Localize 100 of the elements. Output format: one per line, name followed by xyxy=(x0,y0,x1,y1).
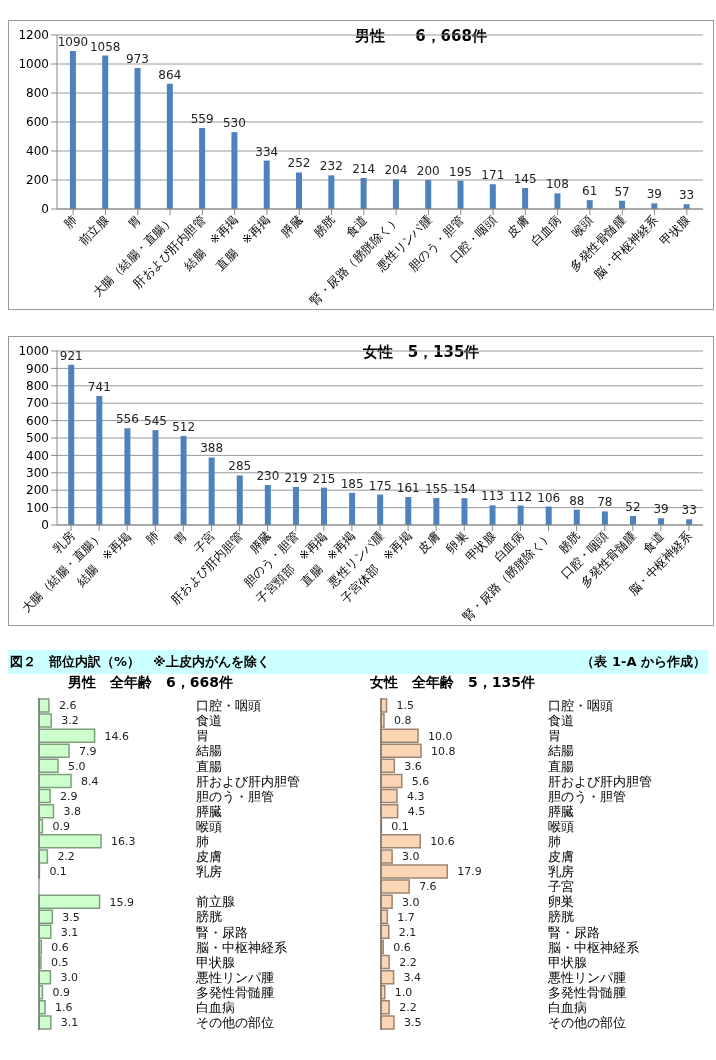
y-tick-label: 脳・中枢神経系 xyxy=(196,939,287,955)
x-tick-label: 皮膚 xyxy=(504,213,532,241)
data-label: 113 xyxy=(481,489,504,504)
data-label: 545 xyxy=(144,414,167,429)
y-tick-label: 食道 xyxy=(196,713,222,729)
data-label: 185 xyxy=(340,476,364,491)
y-tick-label: 0 xyxy=(41,518,49,533)
y-tick-label: 口腔・咽頭 xyxy=(196,698,261,714)
y-tick-label: 200 xyxy=(26,173,49,188)
y-tick-label: 800 xyxy=(26,379,49,394)
y-tick-label: 1000 xyxy=(18,344,49,359)
data-label: 33 xyxy=(678,188,695,203)
data-label: 16.3 xyxy=(111,835,136,849)
y-tick-label: 卵巣 xyxy=(548,894,574,910)
data-label: 388 xyxy=(200,441,224,456)
data-label: 1058 xyxy=(89,39,121,54)
y-tick-label: 腎・尿路 xyxy=(196,924,248,940)
data-label: 17.9 xyxy=(457,865,482,879)
data-label: 1.5 xyxy=(396,699,415,713)
y-tick-label: 膵臓 xyxy=(196,803,222,819)
y-tick-label: 多発性骨髄腫 xyxy=(196,984,274,1000)
x-tick-label: 胃 xyxy=(125,213,144,232)
text: 図２ 部位内訳（%） ※上皮内がんを除く xyxy=(10,653,270,671)
data-label: 921 xyxy=(59,348,83,363)
data-label: 1.0 xyxy=(394,986,413,1000)
data-label: 10.0 xyxy=(428,729,453,743)
data-label: 214 xyxy=(352,161,376,176)
data-label: 2.9 xyxy=(60,789,78,803)
y-tick-label: 直腸 xyxy=(196,758,222,774)
x-tick-label: 膵臓 xyxy=(278,213,306,241)
y-tick-label: 胃 xyxy=(196,728,209,744)
data-label: 175 xyxy=(368,478,392,493)
y-tick-label: その他の部位 xyxy=(548,1015,626,1031)
data-label: 3.5 xyxy=(62,910,80,924)
x-tick-label: 甲状腺 xyxy=(657,213,693,249)
data-label: 3.1 xyxy=(60,1016,79,1030)
data-label: 200 xyxy=(416,164,440,178)
data-label: 0.9 xyxy=(52,986,70,1000)
y-tick-label: 白血病 xyxy=(196,999,235,1015)
data-label: 3.6 xyxy=(404,759,422,773)
data-label: 252 xyxy=(287,156,311,171)
y-tick-label: 300 xyxy=(26,466,49,481)
data-label: 1.7 xyxy=(397,910,415,924)
y-tick-label: 口腔・咽頭 xyxy=(548,698,613,714)
data-label: 973 xyxy=(126,51,149,66)
y-tick-label: 膀胱 xyxy=(196,909,222,925)
data-label: 512 xyxy=(172,419,196,434)
data-label: 155 xyxy=(424,482,448,497)
y-tick-label: 600 xyxy=(26,413,49,428)
data-label: 14.6 xyxy=(104,729,130,743)
data-label: 2.1 xyxy=(398,925,417,939)
y-tick-label: 皮膚 xyxy=(196,849,222,865)
data-label: 0.6 xyxy=(393,940,411,954)
y-tick-label: 喉頭 xyxy=(196,818,222,834)
data-label: 0.1 xyxy=(49,865,67,879)
y-tick-label: 悪性リンパ腫 xyxy=(547,969,626,985)
y-tick-label: 胆のう・胆管 xyxy=(548,788,626,804)
data-label: 7.6 xyxy=(419,880,437,894)
data-label: 556 xyxy=(115,412,139,427)
data-label: 285 xyxy=(228,459,252,474)
data-label: 154 xyxy=(453,482,476,497)
data-label: 1.6 xyxy=(55,1001,73,1015)
data-label: 61 xyxy=(582,184,598,199)
data-label: 204 xyxy=(384,163,408,178)
data-label: 4.3 xyxy=(406,789,425,803)
data-label: 171 xyxy=(481,168,505,183)
data-label: 4.5 xyxy=(407,805,426,819)
data-label: 2.2 xyxy=(57,850,75,864)
data-label: 0.5 xyxy=(50,955,69,969)
data-label: 57 xyxy=(614,184,630,199)
y-tick-label: 腎・尿路 xyxy=(548,924,600,940)
data-label: 864 xyxy=(158,67,182,82)
data-label: 0.9 xyxy=(52,820,70,834)
data-label: 3.1 xyxy=(60,925,79,939)
data-label: 3.0 xyxy=(60,971,78,985)
y-tick-label: 600 xyxy=(26,115,49,130)
data-label: 741 xyxy=(87,380,111,395)
data-label: 1090 xyxy=(57,34,89,49)
data-label: 7.9 xyxy=(79,744,97,758)
data-label: 5.6 xyxy=(411,774,430,788)
y-tick-label: 膵臓 xyxy=(548,803,574,819)
data-label: 3.4 xyxy=(403,971,422,985)
y-tick-label: 白血病 xyxy=(548,999,587,1015)
y-tick-label: 200 xyxy=(26,483,49,498)
y-tick-label: 結腸 xyxy=(195,743,222,759)
y-tick-label: 肝および肝内胆管 xyxy=(548,773,652,789)
y-tick-label: その他の部位 xyxy=(196,1015,274,1031)
data-label: 5.0 xyxy=(68,759,86,773)
data-label: 232 xyxy=(319,159,343,174)
data-label: 3.0 xyxy=(402,850,420,864)
y-tick-label: 0 xyxy=(41,202,49,217)
y-tick-label: 皮膚 xyxy=(548,849,574,865)
y-tick-label: 子宮 xyxy=(548,879,574,895)
chart-subtitle: 女性 全年齢 5，135件 xyxy=(369,674,536,692)
y-tick-label: 直腸 xyxy=(548,758,574,774)
data-label: 88 xyxy=(569,493,585,508)
y-tick-label: 脳・中枢神経系 xyxy=(548,939,639,955)
data-label: 219 xyxy=(284,470,308,485)
y-tick-label: 乳房 xyxy=(548,864,574,880)
y-tick-label: 悪性リンパ腫 xyxy=(195,969,274,985)
